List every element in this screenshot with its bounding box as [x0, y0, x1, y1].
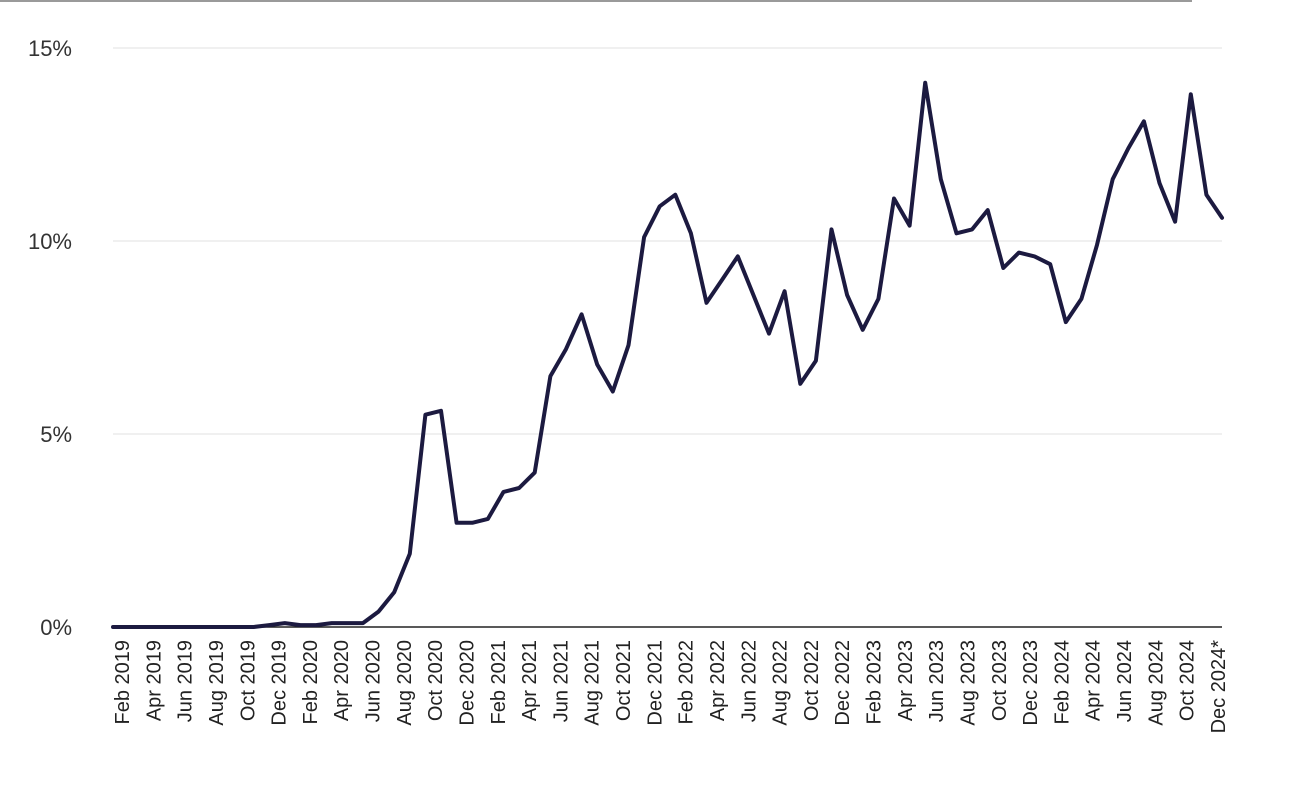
x-tick-label: Jun 2021 [550, 640, 572, 722]
y-tick-label: 10% [28, 229, 72, 254]
x-tick-label: Apr 2024 [1083, 640, 1105, 721]
x-tick-label: Feb 2021 [488, 640, 510, 725]
x-tick-label: Oct 2023 [989, 640, 1011, 721]
x-tick-label: Apr 2019 [143, 640, 165, 721]
x-tick-label: Jun 2023 [926, 640, 948, 722]
x-tick-label: Apr 2020 [331, 640, 353, 721]
x-tick-label: Jun 2019 [175, 640, 197, 722]
x-tick-label: Feb 2019 [112, 640, 134, 725]
x-tick-label: Feb 2020 [300, 640, 322, 725]
x-tick-label: Aug 2021 [582, 640, 604, 726]
y-tick-label: 5% [40, 422, 72, 447]
x-tick-label: Aug 2023 [958, 640, 980, 726]
x-tick-label: Aug 2020 [394, 640, 416, 726]
x-tick-label: Feb 2023 [864, 640, 886, 725]
y-tick-label: 15% [28, 36, 72, 61]
x-axis-ticks: Feb 2019 Apr 2019 Jun 2019 Aug 2019 Oct 2019… [112, 640, 1230, 734]
x-tick-label: Dec 2024* [1208, 640, 1230, 734]
y-tick-label: 0% [40, 615, 72, 640]
x-tick-label: Apr 2022 [707, 640, 729, 721]
x-tick-label: Oct 2024 [1177, 640, 1199, 721]
x-tick-label: Oct 2019 [237, 640, 259, 721]
x-tick-label: Feb 2024 [1051, 640, 1073, 725]
x-tick-label: Aug 2022 [770, 640, 792, 726]
x-tick-label: Oct 2021 [613, 640, 635, 721]
series-lines [111, 80, 1224, 629]
x-tick-label: Dec 2021 [644, 640, 666, 726]
gridlines [113, 47, 1222, 435]
x-tick-label: Apr 2021 [519, 640, 541, 721]
top-border-rule [0, 0, 1192, 2]
x-tick-label: Oct 2020 [425, 640, 447, 721]
x-tick-label: Feb 2022 [676, 640, 698, 725]
x-tick-label: Jun 2022 [738, 640, 760, 722]
series-line [111, 80, 1224, 629]
y-axis-ticks: 0% 5% 10% 15% [28, 36, 72, 640]
x-tick-label: Aug 2019 [206, 640, 228, 726]
x-tick-label: Jun 2020 [363, 640, 385, 722]
x-tick-label: Jun 2024 [1114, 640, 1136, 722]
x-tick-label: Dec 2019 [269, 640, 291, 726]
x-tick-label: Dec 2020 [457, 640, 479, 726]
x-tick-label: Dec 2022 [832, 640, 854, 726]
x-tick-label: Apr 2023 [895, 640, 917, 721]
x-tick-label: Oct 2022 [801, 640, 823, 721]
x-tick-label: Dec 2023 [1020, 640, 1042, 726]
x-tick-label: Aug 2024 [1145, 640, 1167, 726]
